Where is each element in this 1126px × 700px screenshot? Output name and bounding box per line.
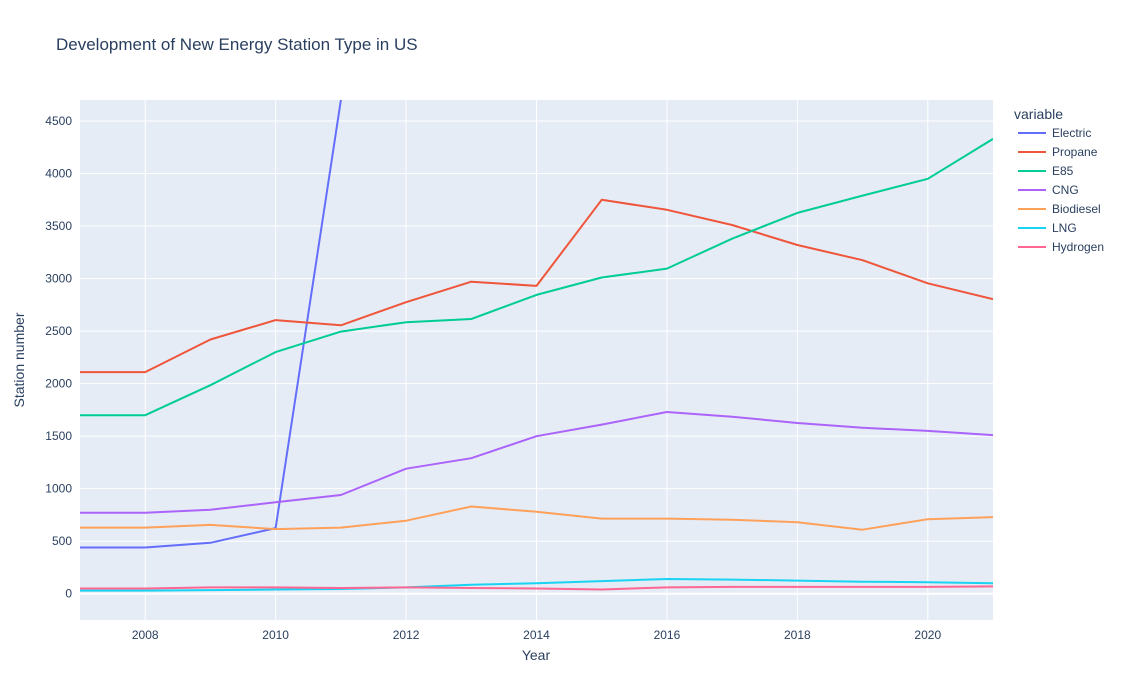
legend-item-cng: CNG	[1052, 183, 1079, 197]
x-tick-label: 2012	[393, 628, 420, 642]
series-line-lng	[80, 578, 993, 592]
x-tick-label: 2014	[523, 628, 550, 642]
legend-title: variable	[1014, 106, 1063, 122]
series-line-propane	[80, 198, 993, 374]
x-tick-label: 2018	[784, 628, 811, 642]
y-tick-label: 1500	[45, 429, 72, 443]
y-axis-title: Station number	[11, 312, 27, 407]
x-axis-title: Year	[522, 647, 551, 663]
y-tick-label: 2000	[45, 377, 72, 391]
series-line-electric	[80, 100, 342, 549]
y-tick-label: 3500	[45, 219, 72, 233]
series-line-e85	[80, 138, 993, 417]
x-tick-label: 2010	[262, 628, 289, 642]
y-tick-label: 1000	[45, 482, 72, 496]
legend-item-propane: Propane	[1052, 145, 1098, 159]
legend-item-electric: Electric	[1052, 126, 1091, 140]
y-tick-label: 2500	[45, 324, 72, 338]
y-tick-label: 3000	[45, 272, 72, 286]
series-line-cng	[80, 411, 993, 514]
x-tick-label: 2008	[132, 628, 159, 642]
series-lines	[80, 100, 993, 592]
y-tick-label: 4500	[45, 114, 72, 128]
y-tick-labels: 0 500 1000 1500 2000 2500 3000 3500 4000 4500	[45, 114, 72, 601]
legend-item-hydrogen: Hydrogen	[1052, 240, 1104, 254]
y-tick-label: 500	[52, 534, 72, 548]
legend-item-e85: E85	[1052, 164, 1074, 178]
chart-title: Development of New Energy Station Type i…	[56, 35, 418, 54]
series-line-hydrogen	[80, 585, 993, 591]
y-tick-label: 4000	[45, 167, 72, 181]
x-tick-labels: 2008 2010 2012 2014 2016 2018 2020	[132, 628, 942, 642]
y-tick-label: 0	[65, 587, 72, 601]
legend-item-lng: LNG	[1052, 221, 1077, 235]
series-line-biodiesel	[80, 505, 993, 531]
x-tick-label: 2020	[914, 628, 941, 642]
x-tick-label: 2016	[654, 628, 681, 642]
legend-item-biodiesel: Biodiesel	[1052, 202, 1101, 216]
legend: variable Electric Propane E85 CNG Biodiesel L…	[1014, 106, 1104, 254]
